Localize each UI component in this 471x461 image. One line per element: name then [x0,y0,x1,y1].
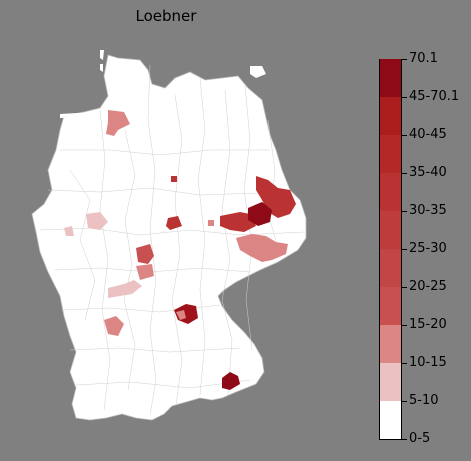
frisian-islands [60,112,95,118]
region-saxony-dark [248,202,272,226]
region-hamburg [106,110,130,136]
region-saxony-anhalt [220,212,256,232]
north-island-1 [100,50,104,60]
colorbar-tick [402,173,407,174]
colorbar-tick [402,439,407,440]
colorbar-tick [402,325,407,326]
colorbar-tick-label: 25-30 [409,241,447,256]
colorbar-segment [380,135,401,173]
map-title: Loebner [135,7,197,25]
colorbar-tick [402,363,407,364]
north-island-2 [100,64,103,72]
region-west-small [64,226,74,236]
region-bavaria-se [222,372,240,390]
colorbar-segment [380,401,401,439]
region-central-mid [166,216,182,230]
colorbar-tick-label: 40-45 [409,127,447,142]
colorbar-tick [402,249,407,250]
colorbar-tick-label: 15-20 [409,317,447,332]
colorbar-segment [380,249,401,287]
region-central-small [171,176,177,182]
region-hesse-south [108,280,142,298]
colorbar-tick [402,401,407,402]
colorbar [379,59,402,440]
region-central-east-small [208,220,214,226]
colorbar-tick [402,59,407,60]
region-west-central [86,212,108,230]
colorbar-segment [380,363,401,401]
region-hesse-north [136,244,154,264]
region-hesse-mid [136,264,154,280]
colorbar-tick-label: 0-5 [409,431,431,446]
colorbar-tick-label: 5-10 [409,393,439,408]
colorbar-tick-label: 30-35 [409,203,447,218]
colorbar-tick-label: 20-25 [409,279,447,294]
colorbar-segment [380,287,401,325]
colorbar-segment [380,59,401,97]
colorbar-segment [380,211,401,249]
colorbar-segment [380,97,401,135]
colorbar-tick [402,135,407,136]
colorbar-tick-label: 45-70.1 [409,89,460,104]
germany-outline [31,54,307,421]
colorbar-segment [380,325,401,363]
colorbar-tick [402,287,407,288]
region-saxony-se [236,234,288,262]
colorbar-segment [380,173,401,211]
colorbar-tick-label: 70.1 [409,51,438,66]
colorbar-tick-label: 35-40 [409,165,447,180]
region-franconia-light [176,310,186,320]
east-island [250,66,266,78]
region-southwest [104,316,124,336]
colorbar-tick-label: 10-15 [409,355,447,370]
colorbar-tick [402,211,407,212]
colorbar-tick [402,97,407,98]
